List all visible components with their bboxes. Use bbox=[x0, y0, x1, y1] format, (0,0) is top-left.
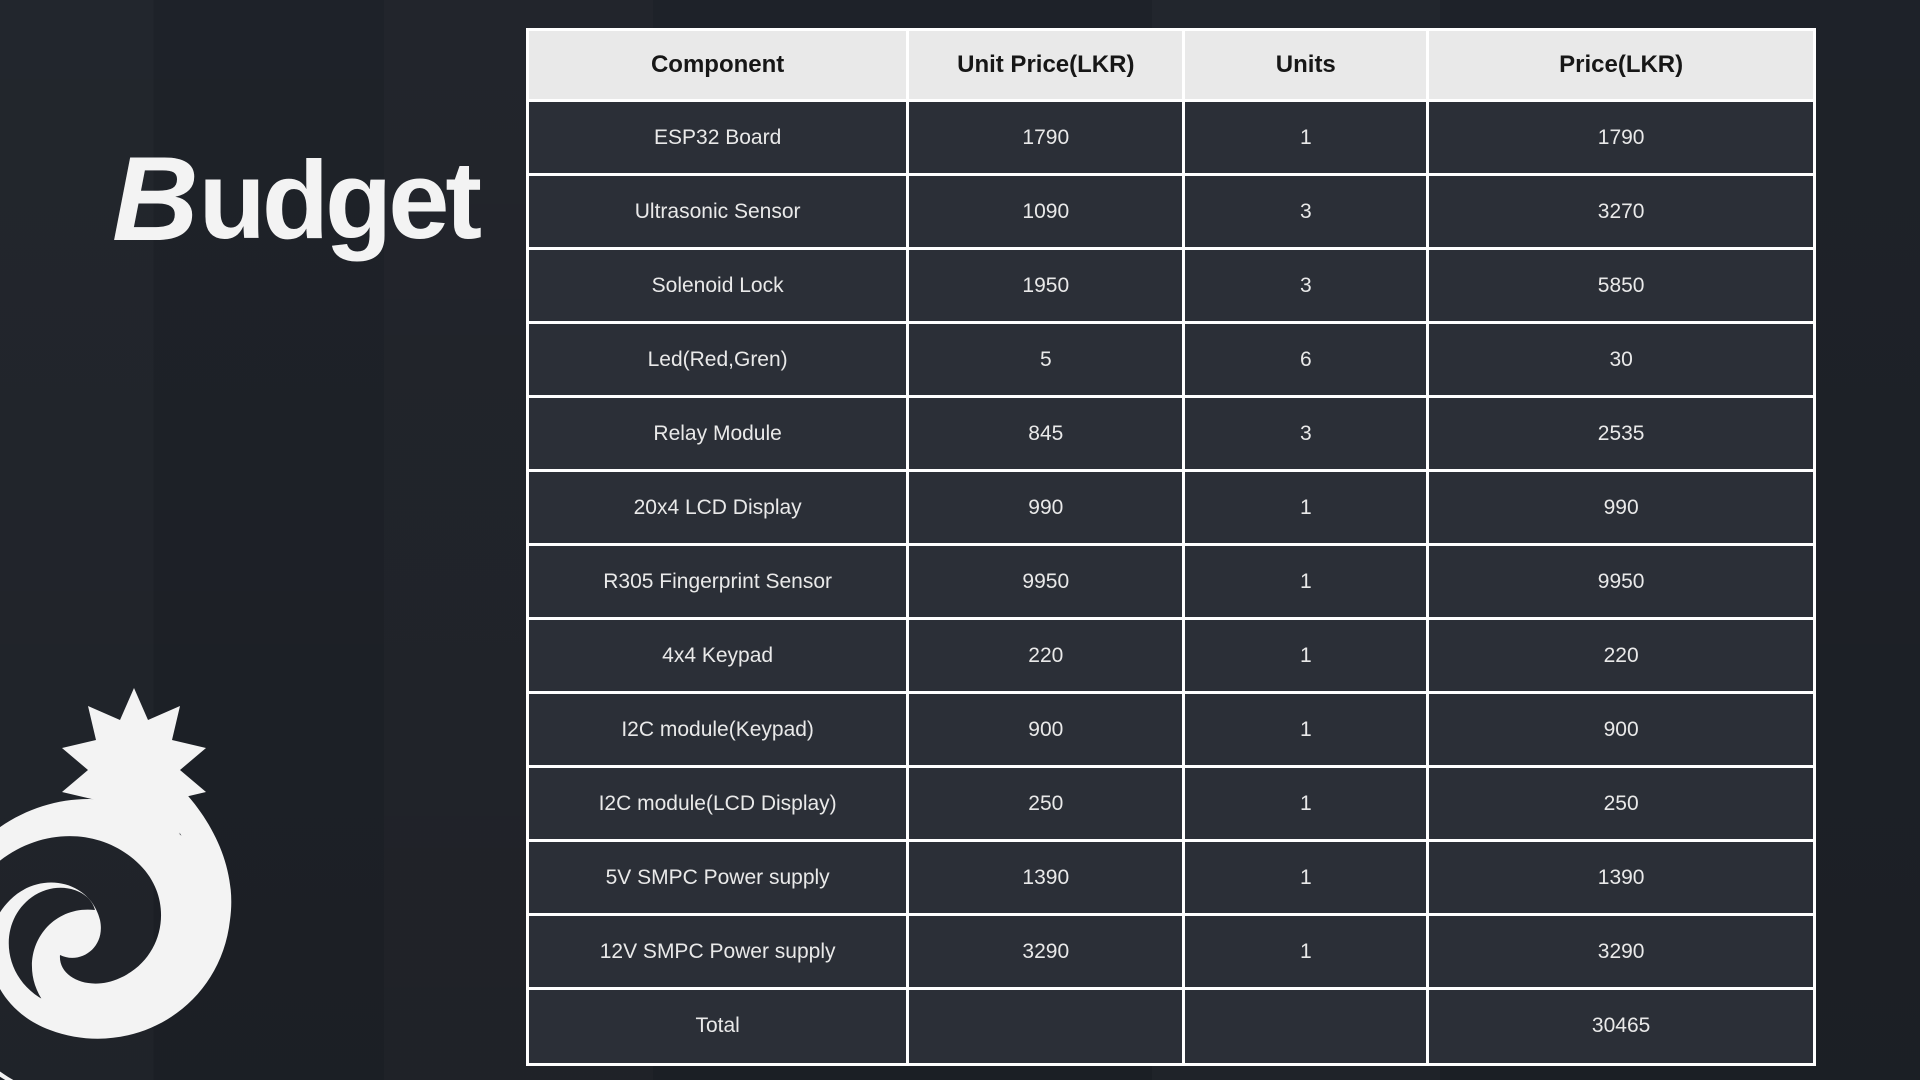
cell-total-price: 30465 bbox=[1428, 989, 1813, 1063]
cell-unit-price: 5 bbox=[908, 323, 1184, 397]
cell-units: 1 bbox=[1184, 693, 1428, 767]
cell-unit-price: 1090 bbox=[908, 175, 1184, 249]
cell-unit-price: 250 bbox=[908, 767, 1184, 841]
cell-price: 220 bbox=[1428, 619, 1813, 693]
table-row: Solenoid Lock 1950 3 5850 bbox=[529, 249, 1813, 323]
title-rest: udget bbox=[199, 139, 478, 262]
cell-price: 1390 bbox=[1428, 841, 1813, 915]
cell-component: Led(Red,Gren) bbox=[529, 323, 908, 397]
cell-unit-price: 220 bbox=[908, 619, 1184, 693]
cell-price: 30 bbox=[1428, 323, 1813, 397]
cell-units: 1 bbox=[1184, 101, 1428, 175]
col-header-units: Units bbox=[1184, 31, 1428, 101]
col-header-price: Price(LKR) bbox=[1428, 31, 1813, 101]
cell-price: 1790 bbox=[1428, 101, 1813, 175]
cell-units: 1 bbox=[1184, 471, 1428, 545]
table-row: R305 Fingerprint Sensor 9950 1 9950 bbox=[529, 545, 1813, 619]
col-header-unit-price: Unit Price(LKR) bbox=[908, 31, 1184, 101]
cell-units: 1 bbox=[1184, 841, 1428, 915]
cell-component: ESP32 Board bbox=[529, 101, 908, 175]
cell-price: 990 bbox=[1428, 471, 1813, 545]
cell-units: 3 bbox=[1184, 249, 1428, 323]
table-row: I2C module(LCD Display) 250 1 250 bbox=[529, 767, 1813, 841]
cell-units: 1 bbox=[1184, 915, 1428, 989]
cell-units: 1 bbox=[1184, 767, 1428, 841]
table-row: Led(Red,Gren) 5 6 30 bbox=[529, 323, 1813, 397]
cell-unit-price: 1950 bbox=[908, 249, 1184, 323]
cell-price: 3270 bbox=[1428, 175, 1813, 249]
col-header-component: Component bbox=[529, 31, 908, 101]
page-title: Budget bbox=[112, 128, 478, 266]
cell-total-label: Total bbox=[529, 989, 908, 1063]
cell-component: I2C module(LCD Display) bbox=[529, 767, 908, 841]
cell-unit-price: 9950 bbox=[908, 545, 1184, 619]
cell-unit-price: 990 bbox=[908, 471, 1184, 545]
cell-units: 6 bbox=[1184, 323, 1428, 397]
cell-component: Relay Module bbox=[529, 397, 908, 471]
cell-component: 5V SMPC Power supply bbox=[529, 841, 908, 915]
table-row: I2C module(Keypad) 900 1 900 bbox=[529, 693, 1813, 767]
cell-unit-price: 900 bbox=[908, 693, 1184, 767]
cell-unit-price: 3290 bbox=[908, 915, 1184, 989]
cell-component: Solenoid Lock bbox=[529, 249, 908, 323]
cell-unit-price: 1790 bbox=[908, 101, 1184, 175]
left-column: Budget bbox=[0, 0, 520, 1080]
cell-price: 9950 bbox=[1428, 545, 1813, 619]
cell-units: 1 bbox=[1184, 545, 1428, 619]
cell-units: 1 bbox=[1184, 619, 1428, 693]
table-row: 20x4 LCD Display 990 1 990 bbox=[529, 471, 1813, 545]
table-total-row: Total 30465 bbox=[529, 989, 1813, 1063]
cell-total-units bbox=[1184, 989, 1428, 1063]
budget-table: Component Unit Price(LKR) Units Price(LK… bbox=[529, 31, 1813, 1063]
cell-component: I2C module(Keypad) bbox=[529, 693, 908, 767]
cell-component: 20x4 LCD Display bbox=[529, 471, 908, 545]
table-row: Relay Module 845 3 2535 bbox=[529, 397, 1813, 471]
budget-table-container: Component Unit Price(LKR) Units Price(LK… bbox=[526, 28, 1816, 1066]
cell-price: 5850 bbox=[1428, 249, 1813, 323]
cell-price: 250 bbox=[1428, 767, 1813, 841]
title-first-letter: B bbox=[112, 130, 195, 268]
cell-total-unit-price bbox=[908, 989, 1184, 1063]
table-row: 5V SMPC Power supply 1390 1 1390 bbox=[529, 841, 1813, 915]
cell-price: 2535 bbox=[1428, 397, 1813, 471]
table-row: Ultrasonic Sensor 1090 3 3270 bbox=[529, 175, 1813, 249]
table-row: ESP32 Board 1790 1 1790 bbox=[529, 101, 1813, 175]
cell-units: 3 bbox=[1184, 397, 1428, 471]
cell-component: Ultrasonic Sensor bbox=[529, 175, 908, 249]
cell-units: 3 bbox=[1184, 175, 1428, 249]
cell-price: 900 bbox=[1428, 693, 1813, 767]
cell-component: 12V SMPC Power supply bbox=[529, 915, 908, 989]
cell-unit-price: 1390 bbox=[908, 841, 1184, 915]
cell-component: R305 Fingerprint Sensor bbox=[529, 545, 908, 619]
cell-unit-price: 845 bbox=[908, 397, 1184, 471]
table-header-row: Component Unit Price(LKR) Units Price(LK… bbox=[529, 31, 1813, 101]
table-row: 4x4 Keypad 220 1 220 bbox=[529, 619, 1813, 693]
swirl-icon bbox=[0, 580, 400, 1080]
cell-component: 4x4 Keypad bbox=[529, 619, 908, 693]
cell-price: 3290 bbox=[1428, 915, 1813, 989]
table-row: 12V SMPC Power supply 3290 1 3290 bbox=[529, 915, 1813, 989]
